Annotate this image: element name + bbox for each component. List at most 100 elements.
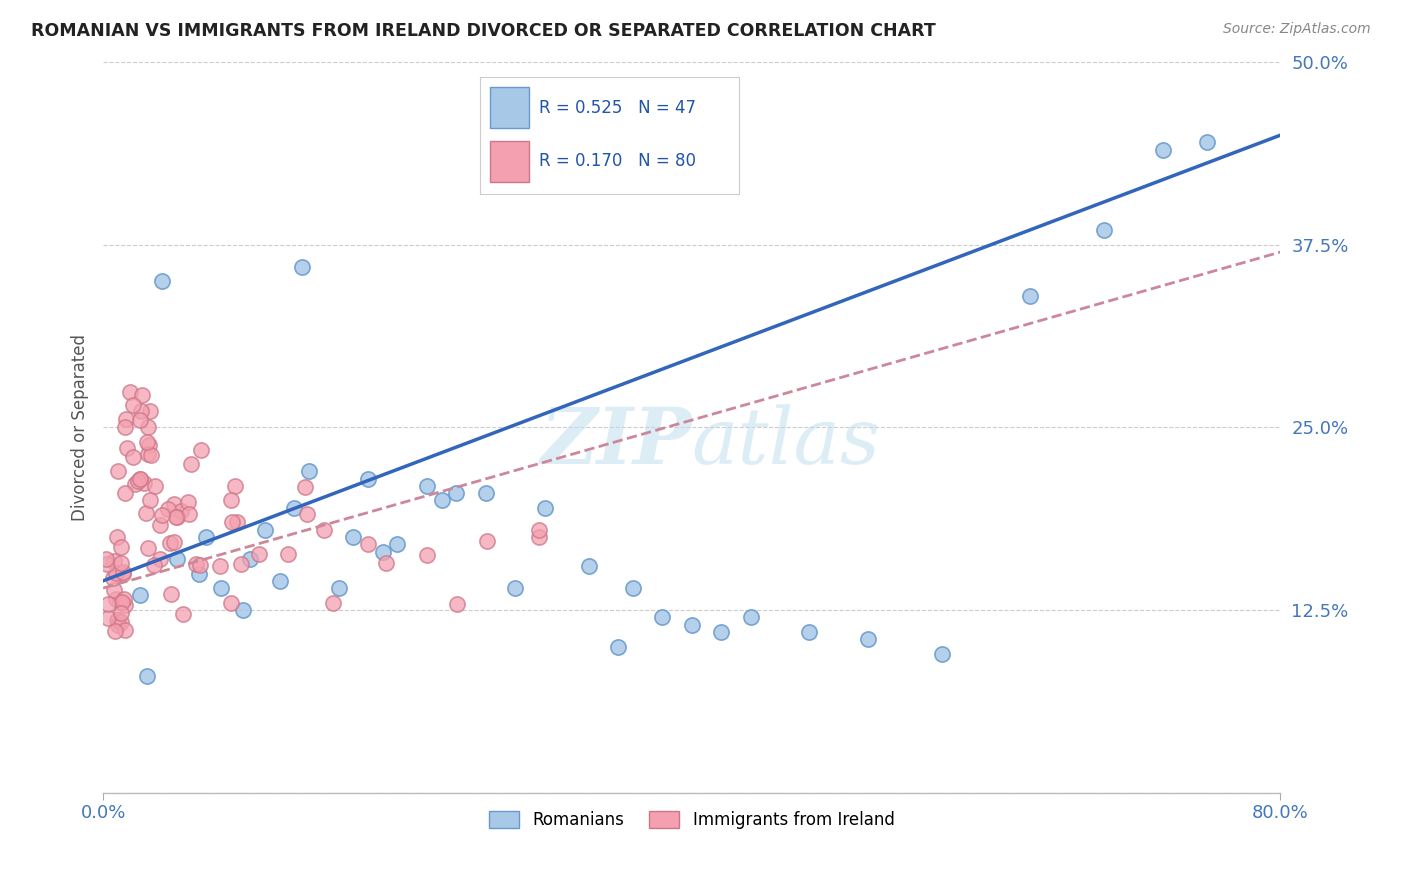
Point — [357, 471, 380, 485]
Point — [165, 509, 187, 524]
Point — [139, 449, 162, 463]
Point — [931, 647, 953, 661]
Point — [114, 420, 136, 434]
Point — [127, 475, 149, 489]
Point — [387, 537, 409, 551]
Point — [342, 530, 364, 544]
Point — [110, 556, 132, 570]
Point — [371, 544, 394, 558]
Point — [190, 442, 212, 457]
Point — [138, 438, 160, 452]
Point — [136, 669, 159, 683]
Point — [172, 607, 194, 621]
Point — [129, 589, 152, 603]
Point — [283, 500, 305, 515]
Point — [294, 480, 316, 494]
Point — [578, 559, 600, 574]
Point — [446, 486, 468, 500]
Point — [239, 552, 262, 566]
Point — [179, 507, 201, 521]
Point — [107, 618, 129, 632]
Point — [1152, 143, 1174, 157]
Point — [740, 610, 762, 624]
Point — [112, 592, 135, 607]
Point — [446, 597, 468, 611]
Point — [430, 493, 453, 508]
Point — [416, 548, 439, 562]
Point — [139, 404, 162, 418]
Point — [143, 479, 166, 493]
Legend: Romanians, Immigrants from Ireland: Romanians, Immigrants from Ireland — [482, 804, 901, 836]
Point — [134, 475, 156, 490]
Point — [105, 592, 128, 607]
Point — [110, 615, 132, 630]
Point — [136, 420, 159, 434]
Point — [111, 595, 134, 609]
Point — [1092, 223, 1115, 237]
Text: ZIP: ZIP — [540, 404, 692, 480]
Point — [224, 479, 246, 493]
Point — [607, 640, 630, 654]
Point — [160, 586, 183, 600]
Point — [529, 530, 551, 544]
Point — [232, 603, 254, 617]
Point — [190, 558, 212, 572]
Point — [96, 557, 118, 571]
Point — [229, 557, 252, 571]
Point — [357, 537, 380, 551]
Point — [533, 500, 555, 515]
Point — [169, 504, 191, 518]
Point — [209, 581, 232, 595]
Point — [142, 558, 165, 573]
Point — [221, 515, 243, 529]
Point — [475, 534, 498, 549]
Point — [149, 517, 172, 532]
Point — [184, 558, 207, 572]
Point — [219, 492, 242, 507]
Point — [129, 472, 152, 486]
Point — [295, 508, 318, 522]
Point — [149, 552, 172, 566]
Point — [131, 387, 153, 401]
Point — [103, 582, 125, 597]
Point — [105, 613, 128, 627]
Point — [96, 551, 118, 566]
Point — [219, 596, 242, 610]
Point — [129, 413, 152, 427]
Y-axis label: Divorced or Separated: Divorced or Separated — [72, 334, 89, 521]
Point — [180, 457, 202, 471]
Point — [298, 464, 321, 478]
Point — [114, 486, 136, 500]
Point — [269, 574, 291, 588]
Point — [107, 613, 129, 627]
Point — [312, 523, 335, 537]
Point — [124, 476, 146, 491]
Point — [799, 624, 821, 639]
Text: ROMANIAN VS IMMIGRANTS FROM IRELAND DIVORCED OR SEPARATED CORRELATION CHART: ROMANIAN VS IMMIGRANTS FROM IRELAND DIVO… — [31, 22, 935, 40]
Point — [138, 493, 160, 508]
Point — [129, 404, 152, 418]
Point — [120, 385, 142, 400]
Point — [375, 557, 398, 571]
Point — [108, 595, 131, 609]
Point — [651, 610, 673, 624]
Point — [156, 502, 179, 516]
Point — [195, 530, 218, 544]
Point — [103, 554, 125, 568]
Point — [474, 486, 496, 500]
Point — [129, 471, 152, 485]
Point — [112, 566, 135, 581]
Point — [150, 508, 173, 522]
Point — [187, 566, 209, 581]
Point — [111, 565, 134, 579]
Point — [621, 581, 644, 595]
Point — [121, 399, 143, 413]
Point — [1195, 136, 1218, 150]
Point — [159, 536, 181, 550]
Point — [104, 624, 127, 639]
Point — [105, 530, 128, 544]
Point — [136, 541, 159, 555]
Point — [209, 559, 232, 574]
Point — [291, 260, 314, 274]
Point — [858, 632, 880, 647]
